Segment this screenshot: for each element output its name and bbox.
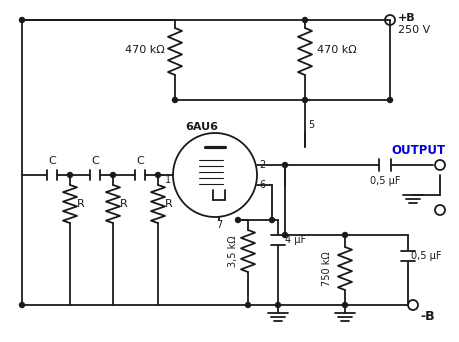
Circle shape [302,17,308,23]
Text: C: C [48,156,56,166]
Circle shape [156,172,161,177]
Text: 2: 2 [259,160,265,170]
Circle shape [19,17,24,23]
Text: +B: +B [398,13,416,23]
Circle shape [235,218,241,223]
Text: 3,5 kΩ: 3,5 kΩ [228,235,238,267]
Text: R: R [77,199,85,209]
Circle shape [387,97,392,103]
Text: 0,5 µF: 0,5 µF [370,176,400,186]
Text: C: C [136,156,144,166]
Circle shape [173,97,178,103]
Circle shape [246,303,251,307]
Text: R: R [120,199,128,209]
Text: 750 kΩ: 750 kΩ [322,252,332,286]
Text: -B: -B [421,311,435,324]
Text: 0,5 µF: 0,5 µF [411,251,441,261]
Circle shape [282,162,287,168]
Text: 1: 1 [165,175,171,185]
Text: 470 kΩ: 470 kΩ [125,45,165,55]
Circle shape [342,233,347,237]
Circle shape [269,218,274,223]
Text: 7: 7 [216,220,222,230]
Circle shape [111,172,116,177]
Circle shape [282,233,287,237]
Circle shape [275,303,280,307]
Text: R: R [165,199,173,209]
Text: 6AU6: 6AU6 [185,122,218,132]
Text: OUTPUT: OUTPUT [392,145,446,158]
Circle shape [19,303,24,307]
Text: C: C [91,156,99,166]
Text: 250 V: 250 V [398,25,430,35]
Text: 6: 6 [259,180,265,190]
Circle shape [67,172,73,177]
Circle shape [302,97,308,103]
Text: 5: 5 [308,120,314,130]
Text: 4 µF: 4 µF [285,235,307,245]
Circle shape [342,303,347,307]
Text: 470 kΩ: 470 kΩ [317,45,357,55]
